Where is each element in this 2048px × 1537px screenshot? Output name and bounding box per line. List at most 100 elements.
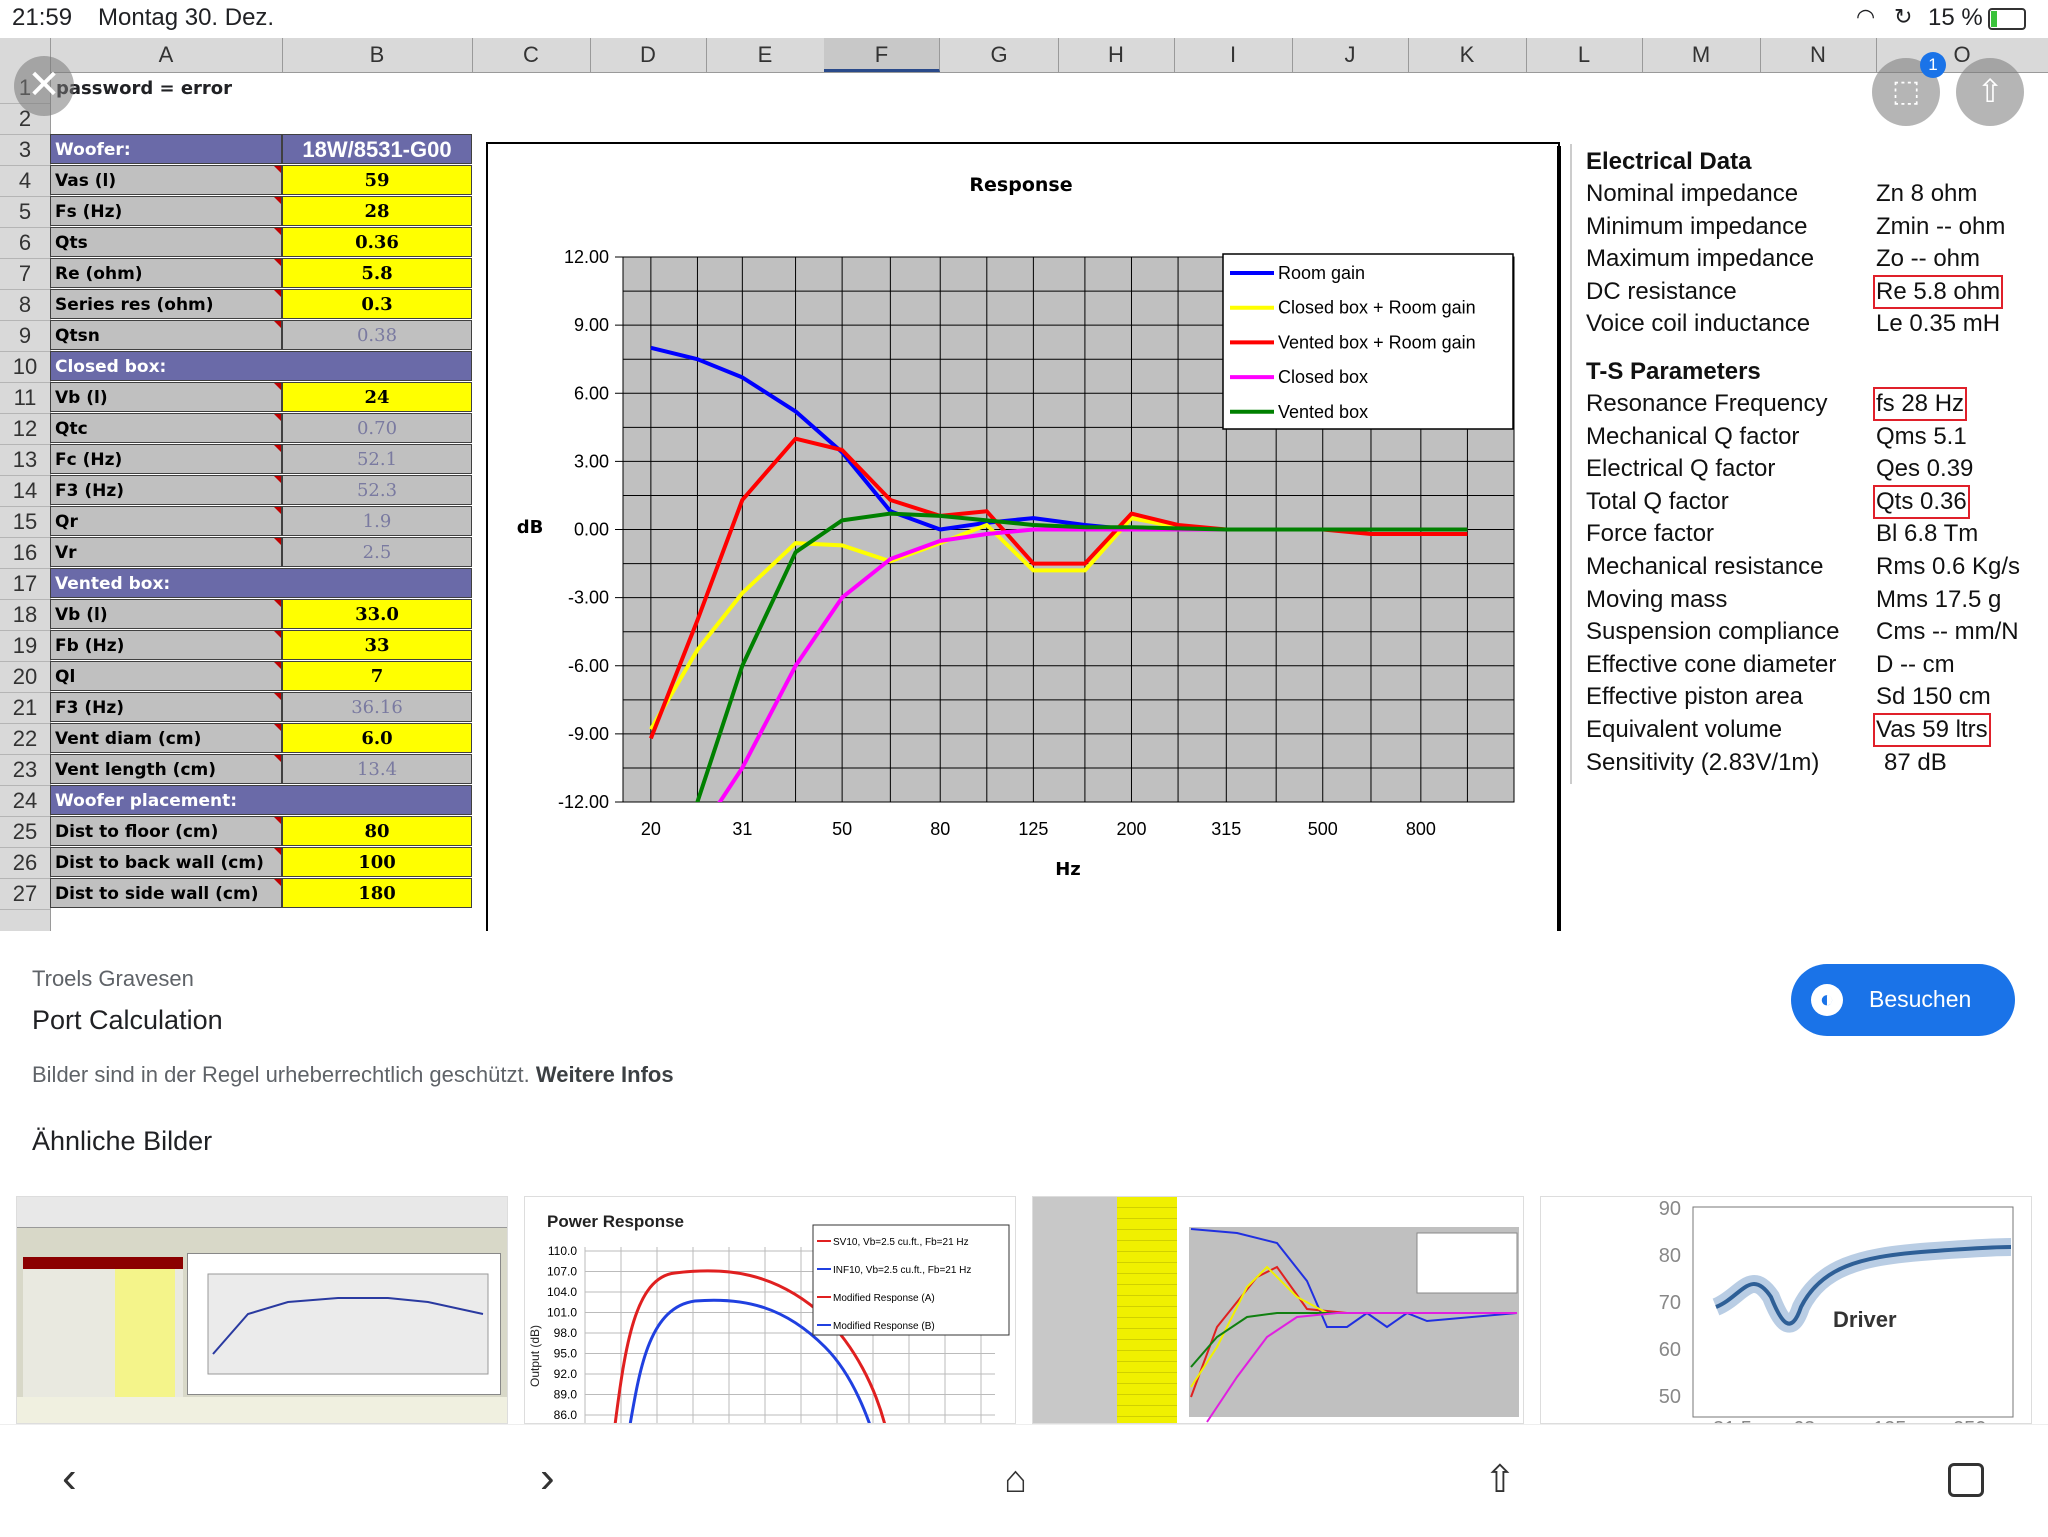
thumb-4-ytick: 90 bbox=[1659, 1198, 1681, 1220]
more-info-link[interactable]: Weitere Infos bbox=[535, 1062, 674, 1087]
y-tick-labels: 12.00 9.00 6.00 3.00 0.00 -3.00 -6.00 -9.00 -12.… bbox=[558, 247, 623, 812]
param-value: Sd 150 cm bbox=[1876, 683, 1991, 711]
row-header: 9 bbox=[0, 320, 50, 352]
param-label: Qr bbox=[50, 506, 282, 536]
param-input-cell[interactable]: 7 bbox=[282, 661, 472, 691]
param-input-cell[interactable]: 80 bbox=[282, 816, 472, 846]
comment-marker bbox=[274, 817, 281, 824]
comment-marker bbox=[274, 197, 281, 204]
column-header: K bbox=[1408, 38, 1527, 72]
row-header: 10 bbox=[0, 351, 50, 383]
param-input-cell[interactable]: 28 bbox=[282, 196, 472, 226]
legend-label: Room gain bbox=[1278, 263, 1365, 283]
param-label: Vb (l) bbox=[50, 382, 282, 412]
spreadsheet-image[interactable]: A B C D E F G H I J K L M N O 1234567891… bbox=[0, 38, 2048, 931]
comment-marker bbox=[274, 476, 281, 483]
param-label: Vent diam (cm) bbox=[50, 723, 282, 753]
param-label: Woofer: bbox=[50, 134, 282, 164]
share-button[interactable]: ⇧ bbox=[1956, 58, 2024, 126]
comment-marker bbox=[274, 631, 281, 638]
similar-image-2[interactable]: Power Response Output (dB) 110.0 107.0 104… bbox=[524, 1196, 1016, 1424]
visit-button[interactable]: ◐ Besuchen bbox=[1791, 964, 2015, 1036]
comment-marker bbox=[274, 755, 281, 762]
param-input-cell[interactable]: 180 bbox=[282, 878, 472, 908]
y-tick-label: -6.00 bbox=[568, 656, 609, 676]
thumb-2-ytick: 104.0 bbox=[547, 1285, 577, 1299]
status-bar: 21:59 Montag 30. Dez. ◠ ↻ 15 % bbox=[0, 0, 2048, 38]
param-name: Sensitivity (2.83V/1m) bbox=[1586, 748, 1820, 776]
column-header: G bbox=[940, 38, 1059, 72]
row-header: 8 bbox=[0, 289, 50, 321]
param-input-cell[interactable]: 33 bbox=[282, 630, 472, 660]
param-label: Fb (Hz) bbox=[50, 630, 282, 660]
rotation-lock-icon: ↻ bbox=[1894, 4, 1913, 29]
highlighted-value: Re 5.8 ohm bbox=[1872, 274, 2004, 309]
param-input-cell[interactable]: 59 bbox=[282, 165, 472, 195]
thumb-2-ytick: 98.0 bbox=[554, 1326, 578, 1340]
param-label: Dist to side wall (cm) bbox=[50, 878, 282, 908]
tabs-icon[interactable] bbox=[1948, 1463, 1984, 1497]
column-header: N bbox=[1760, 38, 1877, 72]
thumb-4-chart: 90 80 70 60 50 31.5 63 125 250 Driver bbox=[1659, 1198, 2014, 1424]
thumb-4-xtick: 31.5 bbox=[1713, 1418, 1752, 1424]
similar-image-1[interactable] bbox=[16, 1196, 508, 1424]
row-header: 3 bbox=[0, 134, 50, 166]
column-header: I bbox=[1174, 38, 1293, 72]
x-tick-label: 20 bbox=[641, 819, 661, 839]
share-icon[interactable]: ⇧ bbox=[1484, 1459, 1516, 1501]
thumb-4-ytick: 80 bbox=[1659, 1245, 1681, 1267]
back-icon[interactable]: ‹ bbox=[62, 1453, 77, 1502]
thumb-4-xtick: 250 bbox=[1953, 1418, 1986, 1424]
thumb-1-chart bbox=[207, 1273, 489, 1375]
y-tick-label: 6.00 bbox=[574, 383, 609, 403]
param-input-cell[interactable]: 24 bbox=[282, 382, 472, 412]
column-header: A bbox=[50, 38, 283, 72]
x-axis-label: Hz bbox=[1055, 859, 1081, 880]
image-source[interactable]: Troels Gravesen bbox=[32, 966, 194, 991]
close-icon[interactable]: ✕ bbox=[14, 56, 74, 116]
row-header: 18 bbox=[0, 599, 50, 631]
param-value: Rms 0.6 Kg/s bbox=[1876, 553, 2021, 580]
thumb-2-ytick: 110.0 bbox=[548, 1244, 577, 1258]
y-axis-label: dB bbox=[517, 517, 544, 538]
param-value: Zo -- ohm bbox=[1876, 245, 1981, 273]
param-name: Nominal impedance bbox=[1586, 180, 1799, 207]
x-tick-label: 125 bbox=[1018, 819, 1048, 839]
param-value: Mms 17.5 g bbox=[1876, 585, 2002, 613]
param-value: 52.3 bbox=[282, 475, 472, 505]
param-input-cell[interactable]: 0.3 bbox=[282, 289, 472, 319]
x-tick-label: 31 bbox=[732, 819, 752, 839]
param-value: 87 dB bbox=[1884, 748, 1947, 776]
panel-divider bbox=[1570, 144, 1572, 784]
x-tick-label: 80 bbox=[930, 819, 950, 839]
forward-icon[interactable]: › bbox=[540, 1453, 555, 1502]
param-name: Voice coil inductance bbox=[1586, 310, 1811, 338]
param-name: Electrical Q factor bbox=[1586, 455, 1776, 483]
battery-percent: 15 % bbox=[1928, 4, 1983, 31]
param-input-cell[interactable]: 5.8 bbox=[282, 258, 472, 288]
param-value: Zn 8 ohm bbox=[1876, 180, 1978, 207]
row-header: 14 bbox=[0, 475, 50, 507]
thumb-2-legend-label: Modified Response (B) bbox=[833, 1321, 935, 1332]
param-input-cell[interactable]: 6.0 bbox=[282, 723, 472, 753]
param-label: Qtsn bbox=[50, 320, 282, 350]
y-tick-label: -9.00 bbox=[568, 724, 609, 744]
thumb-2-ytick: 86.0 bbox=[554, 1408, 578, 1422]
copyright-note: Bilder sind in der Regel urheberrechtlic… bbox=[32, 1062, 674, 1087]
home-icon[interactable]: ⌂ bbox=[1004, 1459, 1027, 1501]
similar-image-4[interactable]: 90 80 70 60 50 31.5 63 125 250 Driver bbox=[1540, 1196, 2032, 1424]
param-input-cell[interactable]: 33.0 bbox=[282, 599, 472, 629]
row-header: 19 bbox=[0, 630, 50, 662]
row-header: 13 bbox=[0, 444, 50, 476]
column-header: B bbox=[282, 38, 473, 72]
similar-image-3[interactable] bbox=[1032, 1196, 1524, 1424]
param-input-cell[interactable]: 0.36 bbox=[282, 227, 472, 257]
browser-toolbar: ‹ › ⌂ ⇧ bbox=[0, 1424, 2048, 1537]
thumb-4-label: Driver bbox=[1833, 1307, 1897, 1332]
row-header: 17 bbox=[0, 568, 50, 600]
image-title[interactable]: Port Calculation bbox=[32, 1005, 223, 1035]
param-input-cell[interactable]: 100 bbox=[282, 847, 472, 877]
param-name: Total Q factor bbox=[1586, 487, 1729, 515]
thumb-2-ytick: 107.0 bbox=[547, 1265, 577, 1279]
thumb-2-legend-label: SV10, Vb=2.5 cu.ft., Fb=21 Hz bbox=[833, 1237, 969, 1248]
